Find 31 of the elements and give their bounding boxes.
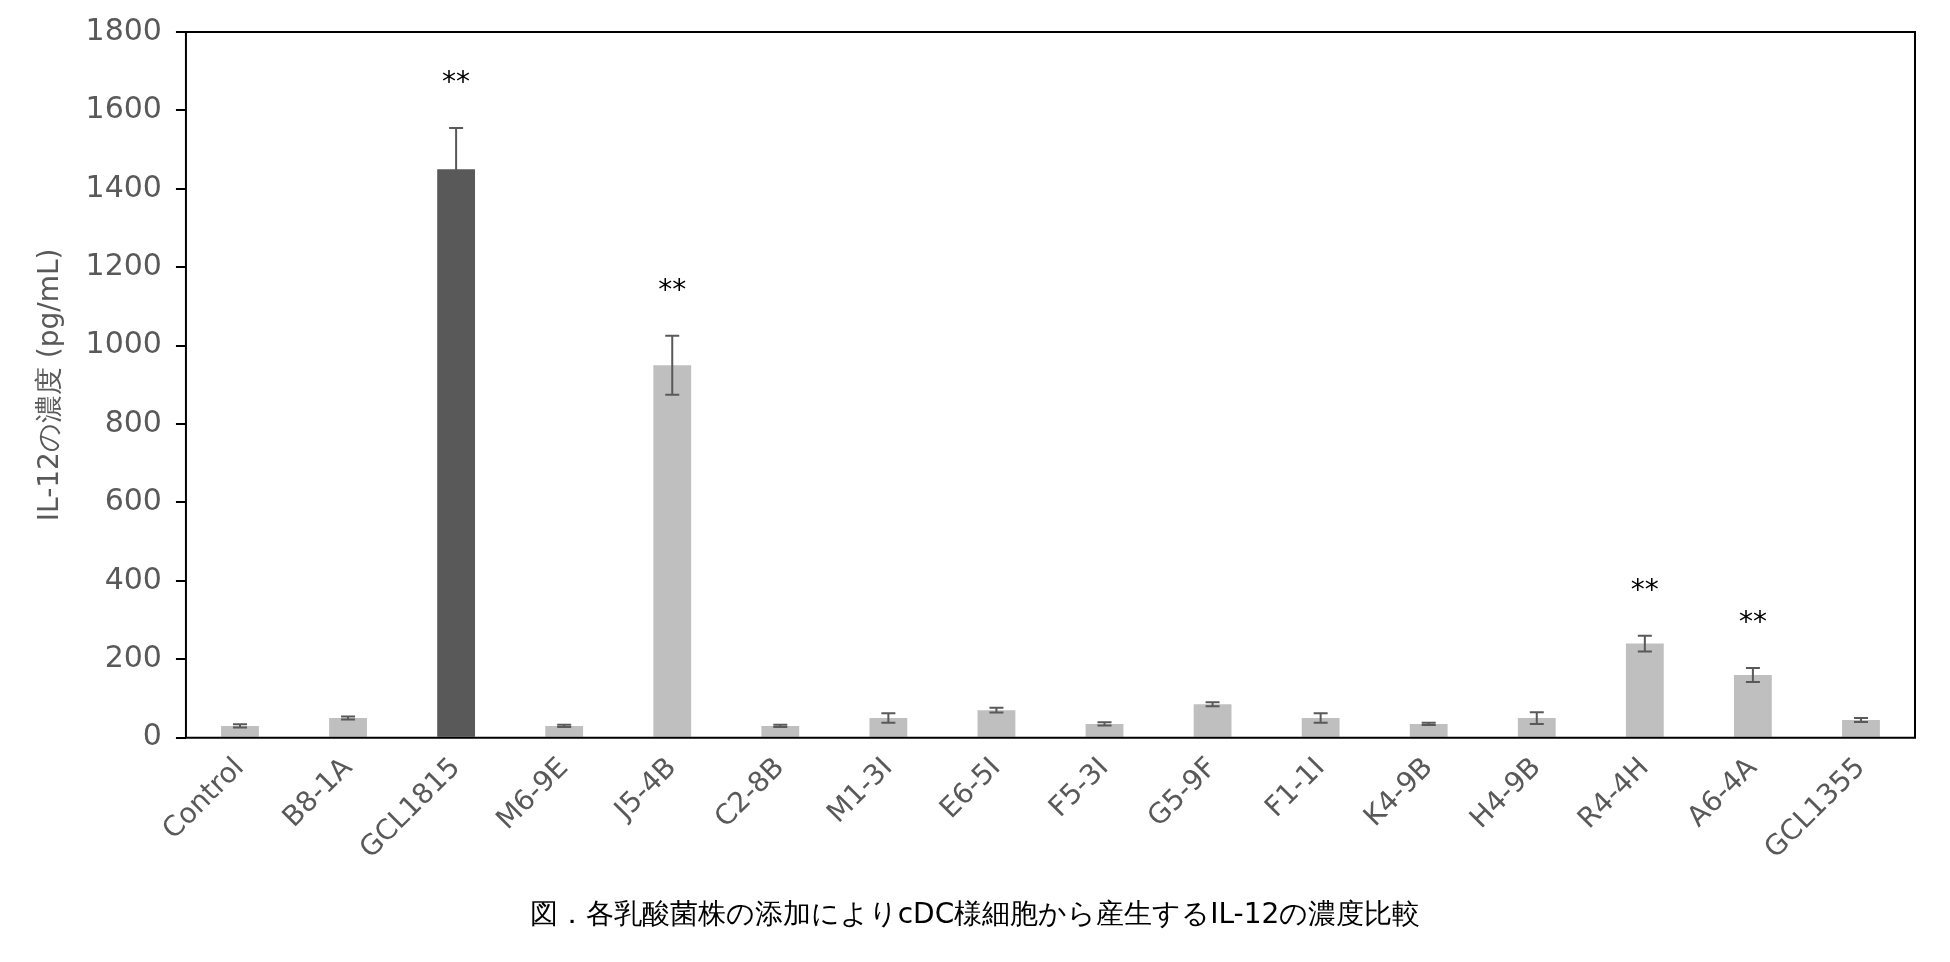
y-tick-label: 1000 — [85, 325, 162, 361]
y-tick-label: 400 — [104, 560, 162, 596]
bar — [977, 710, 1016, 737]
y-tick-label: 600 — [104, 482, 162, 518]
bar — [1301, 718, 1340, 737]
y-tick-label: 1600 — [85, 90, 162, 126]
bar — [1625, 643, 1664, 737]
y-tick-label: 200 — [104, 639, 162, 675]
annotation: ** — [1738, 605, 1767, 639]
y-tick-label: 800 — [104, 403, 162, 439]
bar — [329, 718, 367, 737]
annotation: ** — [1630, 573, 1659, 607]
bar — [761, 725, 800, 737]
y-tick-label: 1400 — [85, 168, 162, 204]
y-tick-label: 0 — [142, 717, 162, 753]
y-tick-label: 1800 — [85, 11, 162, 47]
bar — [1733, 674, 1772, 737]
y-tick-label: 1200 — [85, 247, 162, 283]
text: 図．各乳酸菌株の添加によりcDC様細胞から産生するIL-12の濃度比較 — [528, 896, 1422, 932]
bar — [1842, 720, 1880, 737]
annotation: ** — [658, 273, 687, 307]
bar — [221, 725, 259, 737]
bar — [1517, 718, 1556, 737]
bar — [545, 725, 584, 737]
bar — [1085, 723, 1124, 737]
bar — [869, 718, 908, 737]
bar — [653, 365, 692, 737]
annotation: ** — [442, 65, 471, 99]
bar — [1193, 704, 1232, 737]
y-axis-title: IL-12の濃度 (pg/mL) — [32, 248, 66, 522]
bar — [1409, 723, 1448, 737]
